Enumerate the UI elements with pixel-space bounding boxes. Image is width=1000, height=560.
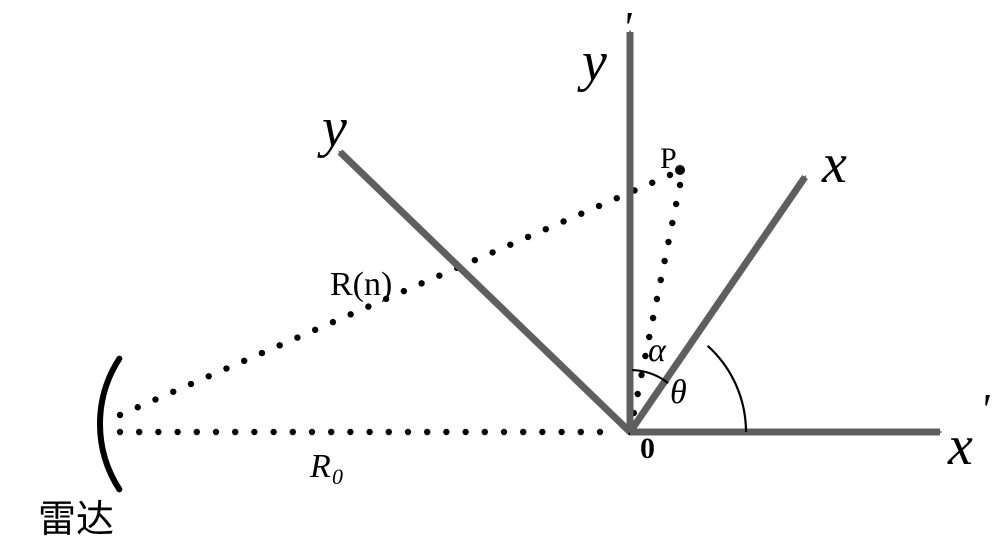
- label-y_prime: y: [582, 30, 607, 94]
- label-R0_sub: 0: [332, 464, 343, 490]
- label-zero: 0: [640, 432, 655, 466]
- axis-x: [630, 177, 805, 432]
- label-theta: θ: [670, 374, 687, 412]
- label-x_prime: x: [948, 414, 973, 478]
- dotted-R0: [117, 429, 603, 435]
- radar-arc: [100, 359, 119, 490]
- arc-theta: [708, 346, 746, 432]
- label-y_label: y: [322, 96, 347, 160]
- coordinate-diagram: [0, 0, 1000, 560]
- label-R0: R: [310, 448, 331, 486]
- label-y_prime_sup: ': [622, 2, 631, 53]
- label-x_label: x: [822, 132, 847, 196]
- label-alpha: α: [648, 332, 666, 370]
- label-radar: 雷达: [38, 488, 114, 543]
- label-x_prime_sup: ': [980, 384, 989, 435]
- label-Rn: R(n): [330, 266, 392, 304]
- label-P: P: [660, 142, 677, 176]
